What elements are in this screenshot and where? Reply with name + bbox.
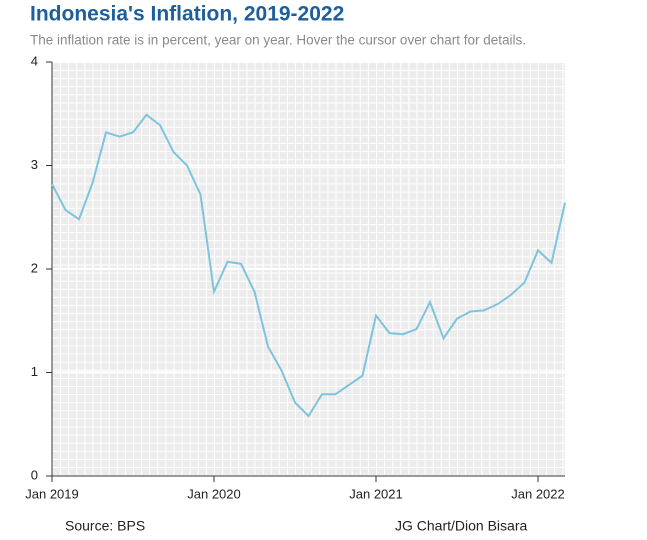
y-tick-label: 0: [31, 467, 38, 482]
x-tick-label: Jan 2022: [511, 486, 565, 501]
line: [51, 113, 566, 418]
subtitle: The inflation rate is in percent, year o…: [30, 33, 526, 48]
y-tick-label: 3: [31, 157, 38, 172]
x-tick-label: Jan 2019: [25, 486, 79, 501]
chart-title: Indonesia's Inflation, 2019-2022: [30, 3, 344, 26]
y-tick-label: 1: [31, 364, 38, 379]
source: Source: BPS: [65, 518, 145, 534]
x-tick-label: Jan 2020: [187, 486, 241, 501]
y-tick-label: 4: [31, 53, 38, 68]
credit: JG Chart/Dion Bisara: [395, 518, 527, 534]
x-tick-label: Jan 2021: [349, 486, 403, 501]
y-tick-label: 2: [31, 260, 38, 275]
